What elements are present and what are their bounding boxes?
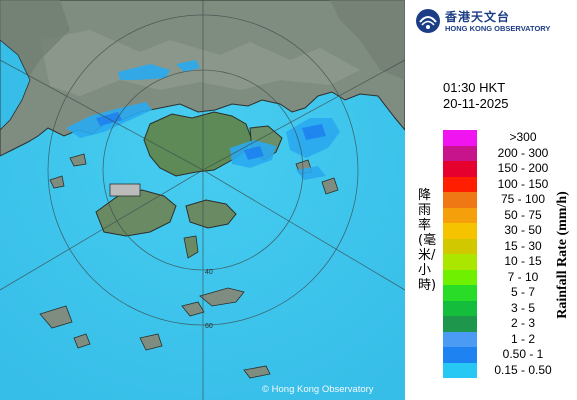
legend-swatch <box>443 192 477 208</box>
range-rings <box>0 0 405 400</box>
island-south-3 <box>139 333 163 351</box>
legend-swatch <box>443 269 477 285</box>
legend-panel: 香港天文台 HONG KONG OBSERVATORY 01:30 HKT 20… <box>405 0 577 400</box>
observation-date: 20-11-2025 <box>443 96 509 111</box>
hong-kong-observatory-logo-icon <box>416 9 440 33</box>
rain-echo-east-2 <box>296 166 326 180</box>
legend-swatch <box>443 161 477 177</box>
legend-swatch <box>443 316 477 332</box>
legend-swatch <box>443 130 477 146</box>
radial-line-6 <box>0 59 204 171</box>
estuary <box>0 39 31 131</box>
legend-label: 0.15 - 0.50 <box>494 362 552 377</box>
legend-swatch <box>443 223 477 239</box>
legend-label: 100 - 150 <box>497 176 549 191</box>
org-name-cn: 香港天文台 <box>445 10 511 24</box>
legend-swatch <box>443 145 477 161</box>
legend-label: 0.50 - 1 <box>502 347 544 361</box>
map-copyright: © Hong Kong Observatory <box>262 384 374 395</box>
legend-swatch <box>443 300 477 316</box>
legend-label: 15 - 30 <box>504 238 542 253</box>
legend-swatch <box>443 207 477 223</box>
legend-label: 150 - 200 <box>497 161 549 175</box>
legend-label: 75 - 100 <box>500 192 546 206</box>
legend-swatch <box>443 176 477 192</box>
island-east-1 <box>321 177 339 195</box>
org-name-en: HONG KONG OBSERVATORY <box>445 24 551 33</box>
legend-label: 2 - 3 <box>510 316 535 330</box>
rain-echo-core-2 <box>302 124 326 140</box>
legend-label: >300 <box>509 130 537 144</box>
legend-label: 10 - 15 <box>504 254 542 268</box>
radial-line-2 <box>202 59 405 171</box>
rain-echo-core-3 <box>244 146 264 160</box>
airport <box>109 183 141 197</box>
legend-swatch <box>443 362 477 378</box>
legend-swatch <box>443 238 477 254</box>
hong-kong-island <box>185 199 237 229</box>
legend-label: 5 - 7 <box>510 285 535 299</box>
island-southwest <box>39 305 73 329</box>
legend-title-cn: 降雨率(毫米/小時) <box>418 188 437 293</box>
island-west-1 <box>49 175 65 189</box>
rain-echo-north-2 <box>176 60 200 72</box>
island-south-1 <box>199 287 245 307</box>
legend-title-en: Rainfall Rate (mm/h) <box>555 191 570 319</box>
island-far-south <box>243 365 271 379</box>
legend-label: 30 - 50 <box>504 223 542 237</box>
radial-line-3 <box>202 169 405 291</box>
legend-label: 1 - 2 <box>510 331 535 346</box>
range-ring-label-60: 60 <box>205 323 213 330</box>
radar-map[interactable]: 40 60 © Hong Kong Observatory <box>0 0 405 400</box>
island-west-2 <box>69 153 87 167</box>
island-south-2 <box>181 301 205 317</box>
observation-time: 01:30 HKT <box>443 80 506 95</box>
hko-logo[interactable]: 香港天文台 HONG KONG OBSERVATORY <box>415 6 575 36</box>
legend-labels: >300 200 - 300 150 - 200 100 - 150 75 - 100 5… <box>483 130 563 378</box>
legend-label: 3 - 5 <box>510 300 535 315</box>
legend-swatch <box>443 254 477 270</box>
legend-swatch <box>443 331 477 347</box>
rain-echo-north <box>118 64 170 80</box>
radial-line-5 <box>0 169 204 291</box>
lamma-island <box>183 235 199 259</box>
legend-label: 7 - 10 <box>507 269 539 284</box>
legend-swatches <box>443 130 477 378</box>
mainland-east-dark <box>330 0 405 80</box>
radar-map-canvas: 40 60 <box>0 0 405 400</box>
island-sw-2 <box>73 333 91 349</box>
legend-swatch <box>443 285 477 301</box>
range-ring-label-40: 40 <box>205 269 213 276</box>
legend-swatch <box>443 347 477 363</box>
legend-label: 50 - 75 <box>504 207 542 222</box>
legend-label: 200 - 300 <box>497 145 549 160</box>
